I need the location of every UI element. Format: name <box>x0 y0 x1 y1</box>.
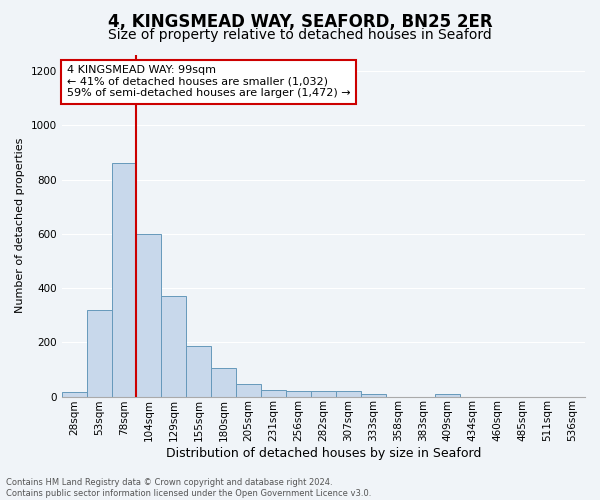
Text: 4 KINGSMEAD WAY: 99sqm
← 41% of detached houses are smaller (1,032)
59% of semi-: 4 KINGSMEAD WAY: 99sqm ← 41% of detached… <box>67 65 350 98</box>
Bar <box>136 234 161 396</box>
Bar <box>361 394 386 396</box>
Bar <box>186 346 211 397</box>
Bar <box>436 394 460 396</box>
Bar <box>261 390 286 396</box>
Bar <box>112 164 136 396</box>
Text: Size of property relative to detached houses in Seaford: Size of property relative to detached ho… <box>108 28 492 42</box>
Bar <box>336 391 361 396</box>
Bar <box>62 392 86 396</box>
Text: 4, KINGSMEAD WAY, SEAFORD, BN25 2ER: 4, KINGSMEAD WAY, SEAFORD, BN25 2ER <box>107 12 493 30</box>
Bar <box>236 384 261 396</box>
Bar <box>286 391 311 396</box>
Bar <box>311 391 336 396</box>
Bar <box>161 296 186 396</box>
X-axis label: Distribution of detached houses by size in Seaford: Distribution of detached houses by size … <box>166 447 481 460</box>
Text: Contains HM Land Registry data © Crown copyright and database right 2024.
Contai: Contains HM Land Registry data © Crown c… <box>6 478 371 498</box>
Bar <box>211 368 236 396</box>
Bar <box>86 310 112 396</box>
Y-axis label: Number of detached properties: Number of detached properties <box>15 138 25 314</box>
